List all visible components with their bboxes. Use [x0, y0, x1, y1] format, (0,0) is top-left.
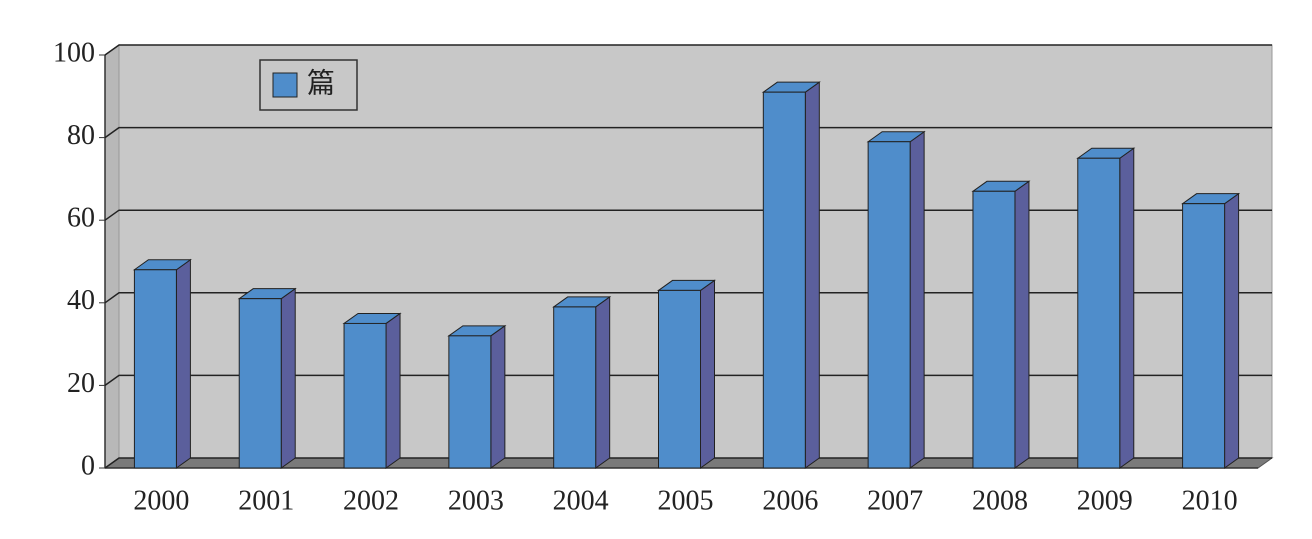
- x-tick-label: 2010: [1182, 485, 1238, 516]
- x-tick-label: 2006: [762, 485, 818, 516]
- bar: [867, 141, 911, 469]
- y-tick-label: 20: [67, 368, 95, 399]
- x-tick-label: 2002: [343, 485, 399, 516]
- bar-side: [909, 130, 925, 469]
- y-tick-label: 0: [81, 450, 95, 481]
- x-tick-label: 2001: [238, 485, 294, 516]
- bar: [133, 269, 177, 469]
- x-tick-label: 2009: [1077, 485, 1133, 516]
- x-tick-label: 2004: [553, 485, 609, 516]
- y-tick-label: 40: [67, 285, 95, 316]
- x-tick-label: 2008: [972, 485, 1028, 516]
- bar-side: [1119, 147, 1135, 469]
- bar: [448, 335, 492, 469]
- side-wall: [104, 44, 120, 469]
- bar: [343, 322, 387, 469]
- bar-side: [490, 324, 506, 469]
- bar-side: [804, 81, 820, 469]
- grid-line: [104, 126, 1272, 139]
- legend-label: 篇: [307, 67, 335, 99]
- bar-side: [280, 287, 296, 469]
- y-tick-label: 100: [53, 37, 95, 68]
- y-tick-label: 80: [67, 120, 95, 151]
- bar: [1077, 157, 1121, 469]
- bar: [972, 190, 1016, 469]
- bar-side: [1224, 192, 1240, 469]
- bar-side: [595, 295, 611, 469]
- bar: [238, 298, 282, 469]
- y-tick-label: 60: [67, 203, 95, 234]
- bar-side: [700, 279, 715, 469]
- bar-side: [175, 258, 191, 469]
- x-tick-label: 2000: [133, 485, 189, 516]
- x-tick-label: 2005: [658, 485, 714, 516]
- bar: [658, 289, 701, 469]
- grid-line: [104, 44, 1272, 56]
- bar: [553, 306, 597, 469]
- x-tick-label: 2007: [867, 485, 923, 516]
- bar: [1182, 203, 1226, 469]
- x-tick-label: 2003: [448, 485, 504, 516]
- bar-side: [385, 312, 401, 469]
- bar-side: [1014, 180, 1030, 469]
- bar: [762, 91, 806, 469]
- legend-swatch: [272, 72, 298, 98]
